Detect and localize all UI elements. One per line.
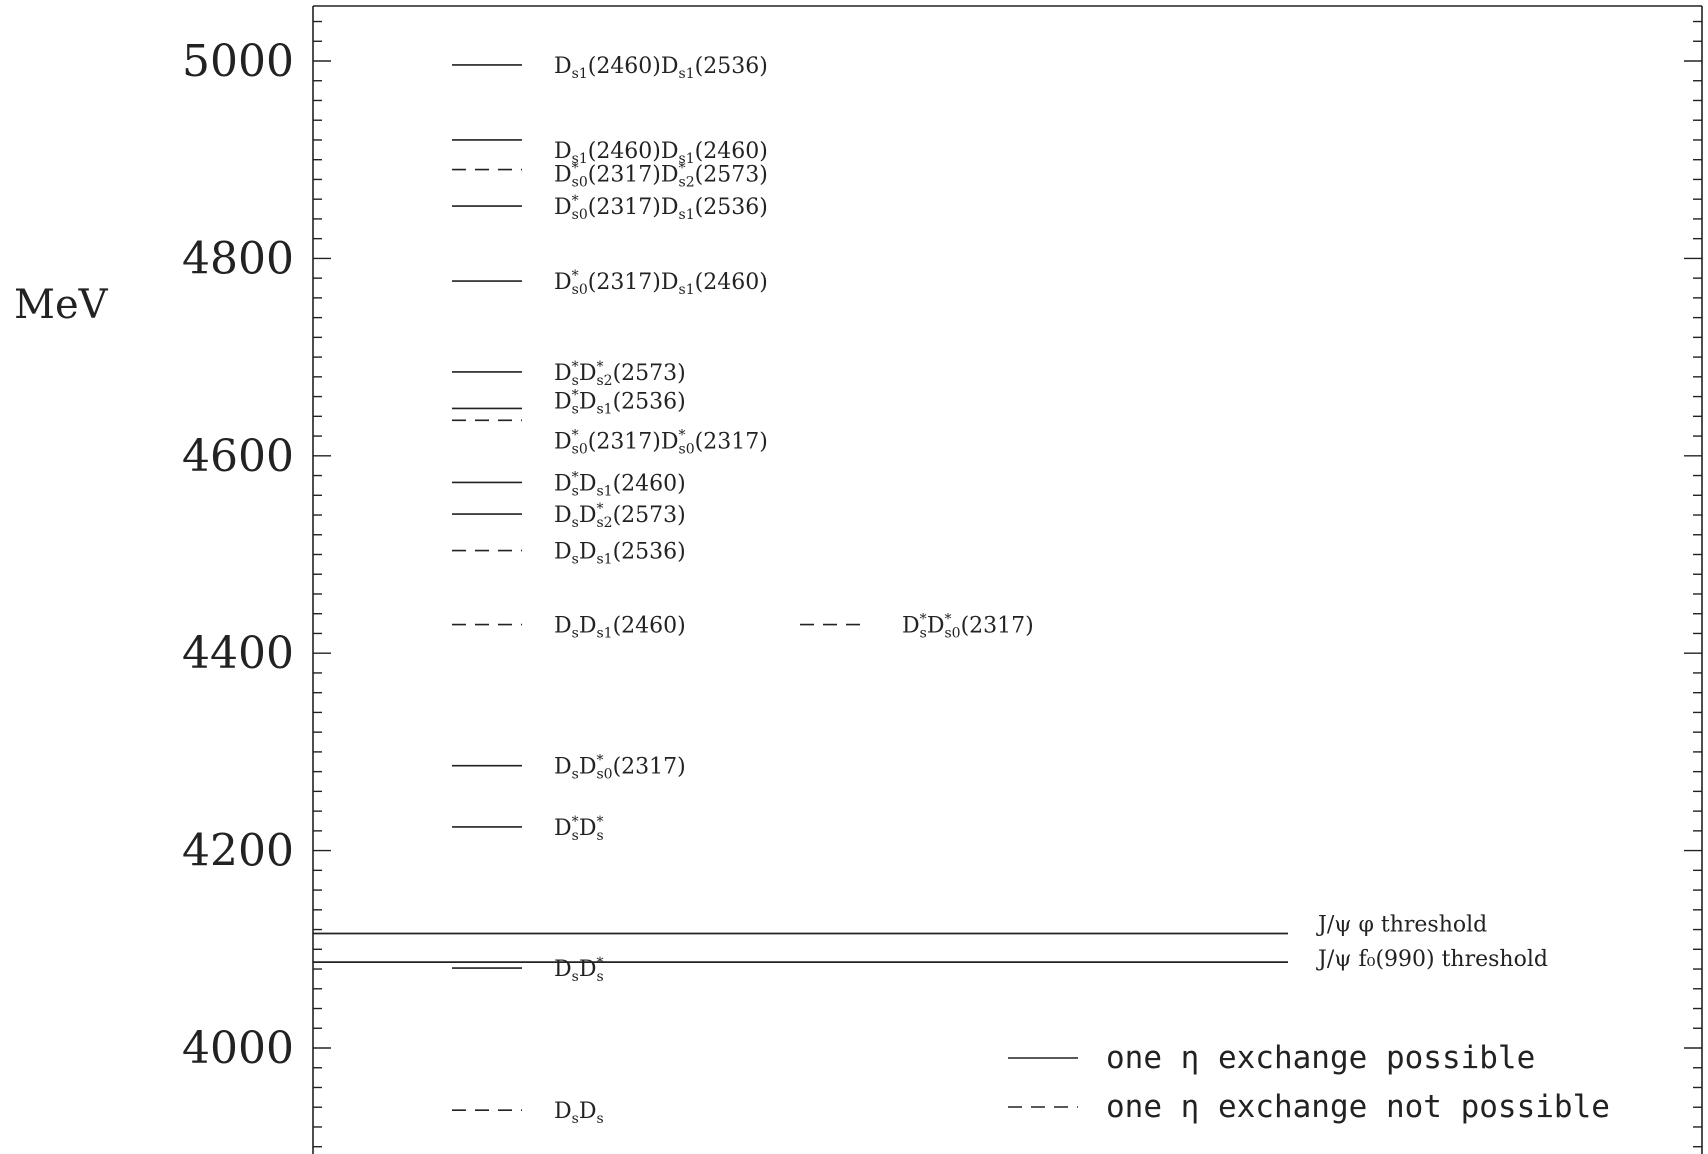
level-label: Ds1(2460)Ds1(2460) [554, 139, 768, 167]
energy-levels: DsDs DsD* s D* sD* s DsD* s0(2317) DsDs1(2460) D*… [452, 54, 1034, 1127]
level-label: D* s0(2317)Ds1(2460) [554, 268, 768, 298]
legend-label: one η exchange not possible [1106, 1089, 1610, 1125]
level-label: DsD* s2(2573) [554, 501, 686, 531]
y-tick-label: 4200 [182, 826, 294, 877]
level-label: DsDs [554, 1099, 604, 1127]
y-tick-label: 4400 [182, 628, 294, 679]
level-label: D* s0(2317)Ds1(2536) [554, 193, 768, 223]
level-label: D* sDs1(2460) [554, 469, 686, 499]
level-label: D* sD* s0(2317) [902, 612, 1034, 642]
level-label: DsDs1(2460) [554, 614, 686, 642]
y-axis-tick-labels: 4000 4200 4400 4600 4800 5000 [182, 36, 294, 1074]
level-label: DsDs1(2536) [554, 540, 686, 568]
y-tick-label: 4800 [182, 233, 294, 284]
y-axis-ticks [313, 20, 1702, 1148]
level-label: DsD* s0(2317) [554, 753, 686, 783]
level-label: D* s0(2317)D* s0(2317) [554, 427, 768, 457]
y-axis-label: MeV [14, 282, 109, 328]
y-tick-label: 4600 [182, 431, 294, 482]
level-label: Ds1(2460)Ds1(2536) [554, 54, 768, 82]
y-tick-label: 4000 [182, 1023, 294, 1074]
legend: one η exchange possible one η exchange no… [1008, 1040, 1610, 1125]
threshold-label: J/ψ f₀(990) threshold [1316, 947, 1548, 972]
level-label: D* s0(2317)D* s2(2573) [554, 161, 768, 191]
level-label: DsD* s [554, 955, 604, 985]
y-tick-label: 5000 [182, 36, 294, 87]
threshold-lines: J/ψ φ threshold J/ψ f₀(990) threshold [313, 913, 1548, 972]
level-label: D* sDs1(2536) [554, 387, 686, 417]
level-label: D* sD* s2(2573) [554, 359, 686, 389]
threshold-label: J/ψ φ threshold [1316, 913, 1487, 938]
legend-label: one η exchange possible [1106, 1040, 1535, 1076]
level-label: D* sD* s [554, 814, 604, 844]
